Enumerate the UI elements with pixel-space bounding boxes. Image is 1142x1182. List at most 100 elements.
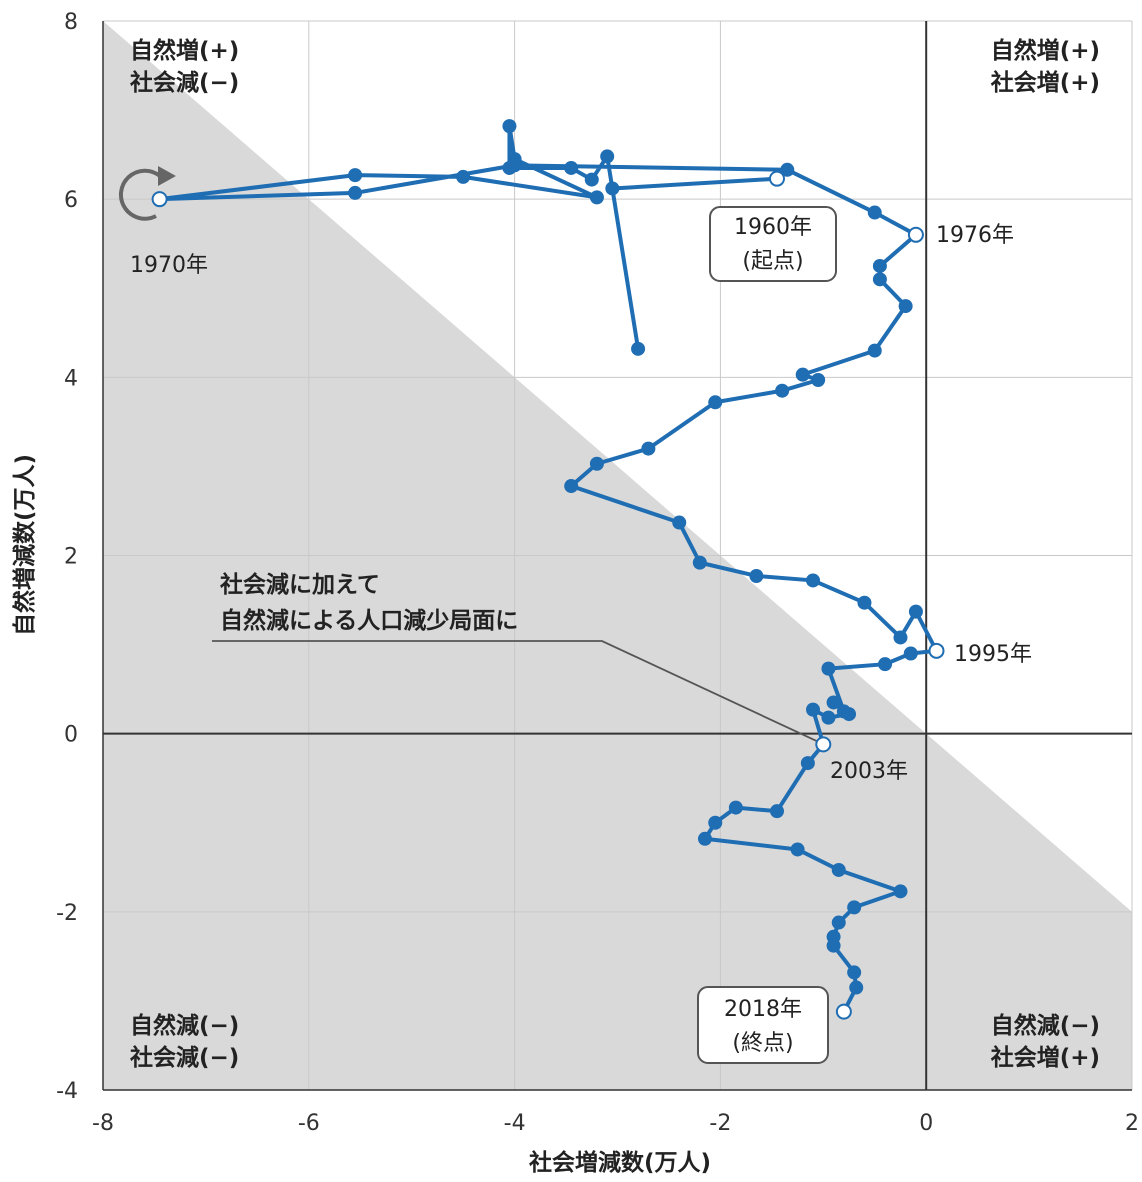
y-tick-label: 4	[64, 366, 78, 391]
data-point-open	[907, 226, 924, 243]
data-point	[641, 441, 656, 456]
data-point	[589, 190, 604, 205]
y-tick-label: -4	[56, 1079, 78, 1104]
loop-arrow-icon	[119, 168, 162, 221]
data-point	[456, 169, 471, 184]
data-point	[806, 573, 821, 588]
y-tick-label: 6	[64, 188, 78, 213]
data-point	[564, 479, 579, 494]
data-point	[898, 299, 913, 314]
axes	[102, 21, 1132, 1091]
data-point	[775, 383, 790, 398]
data-point	[584, 172, 599, 187]
data-point	[847, 900, 862, 915]
quadrant-label-top-left: 社会減(−)	[130, 69, 239, 96]
data-point	[790, 842, 805, 857]
data-point	[708, 815, 723, 830]
data-point	[872, 258, 887, 273]
data-point	[507, 158, 522, 173]
x-tick-label: 2	[1125, 1111, 1139, 1136]
data-point	[780, 162, 795, 177]
x-tick-label: 0	[919, 1111, 933, 1136]
data-point-open	[835, 1003, 852, 1020]
y-tick-label: 8	[64, 10, 78, 35]
label-1995: 1995年	[954, 642, 1032, 667]
label-1970: 1970年	[130, 253, 208, 278]
data-point	[502, 119, 517, 134]
quadrant-label-bottom-right: 社会増(+)	[991, 1044, 1100, 1071]
data-point	[867, 205, 882, 220]
data-point	[857, 595, 872, 610]
data-point	[589, 456, 604, 471]
callout-line-2: 自然減による人口減少局面に	[220, 607, 518, 634]
quadrant-labels: 自然増(+) 社会減(−) 自然増(+) 社会増(+) 自然減(−) 社会減(−) 自然減(…	[130, 37, 1100, 1071]
data-point	[348, 185, 363, 200]
data-point	[795, 367, 810, 382]
data-point	[811, 373, 826, 388]
y-tick-label: 0	[64, 723, 78, 748]
callout-line-1: 社会減に加えて	[220, 571, 380, 598]
data-point	[605, 181, 620, 196]
data-point	[821, 661, 836, 676]
start-label-year: 1960年	[734, 215, 812, 240]
quadrant-label-top-right: 自然増(+)	[991, 37, 1100, 64]
data-point	[867, 343, 882, 358]
quadrant-label-top-left: 自然増(+)	[130, 37, 239, 64]
data-point	[800, 756, 815, 771]
loop-arrow-head-icon	[158, 166, 176, 186]
data-point	[692, 555, 707, 570]
quadrant-label-bottom-left: 自然減(−)	[130, 1012, 239, 1039]
quadrant-label-bottom-right: 自然減(−)	[991, 1012, 1100, 1039]
data-point	[672, 515, 687, 530]
label-2003: 2003年	[830, 759, 908, 784]
x-tick-label: -4	[504, 1111, 526, 1136]
data-point	[728, 800, 743, 815]
quadrant-label-bottom-left: 社会減(−)	[130, 1044, 239, 1071]
data-point	[749, 568, 764, 583]
data-point	[831, 862, 846, 877]
x-axis-label: 社会増減数(万人)	[529, 1149, 711, 1176]
x-tick-label: -2	[709, 1111, 731, 1136]
data-point	[842, 707, 857, 722]
start-label-box	[709, 206, 837, 282]
data-point	[872, 272, 887, 287]
data-point	[826, 695, 841, 710]
x-tick-label: -8	[92, 1111, 114, 1136]
data-point	[849, 980, 864, 995]
data-point	[697, 831, 712, 846]
data-point	[564, 160, 579, 175]
end-label-year: 2018年	[724, 997, 802, 1022]
x-tick-label: -6	[298, 1111, 320, 1136]
label-1976: 1976年	[936, 223, 1014, 248]
callout-leader	[212, 640, 818, 743]
end-label-box	[697, 986, 829, 1064]
data-point	[600, 149, 615, 164]
data-point	[893, 630, 908, 645]
data-point	[821, 710, 836, 725]
data-point	[908, 604, 923, 619]
data-point	[831, 915, 846, 930]
data-point	[769, 804, 784, 819]
data-point	[631, 341, 646, 356]
data-point	[708, 395, 723, 410]
data-point-open	[151, 191, 168, 208]
y-tick-label: 2	[64, 545, 78, 570]
y-tick-label: -2	[56, 901, 78, 926]
data-point	[903, 646, 918, 661]
data-point	[893, 884, 908, 899]
end-label-caption: (終点)	[732, 1031, 793, 1056]
data-point	[878, 657, 893, 672]
start-label-caption: (起点)	[742, 249, 803, 274]
data-point	[826, 938, 841, 953]
data-point-open	[768, 170, 785, 187]
point-labels: 1960年 (起点) 2018年 (終点) 1970年 1976年 1995年 2003年	[119, 166, 1032, 1064]
tick-labels: -8 -6 -4 -2 0 2 8 6 4 2 0 -2 -4	[56, 10, 1139, 1136]
data-points	[151, 119, 945, 1020]
data-point	[847, 965, 862, 980]
data-point-open	[928, 642, 945, 659]
data-point-open	[815, 736, 832, 753]
data-point	[806, 702, 821, 717]
y-axis-label: 自然増減数(万人)	[11, 454, 38, 636]
